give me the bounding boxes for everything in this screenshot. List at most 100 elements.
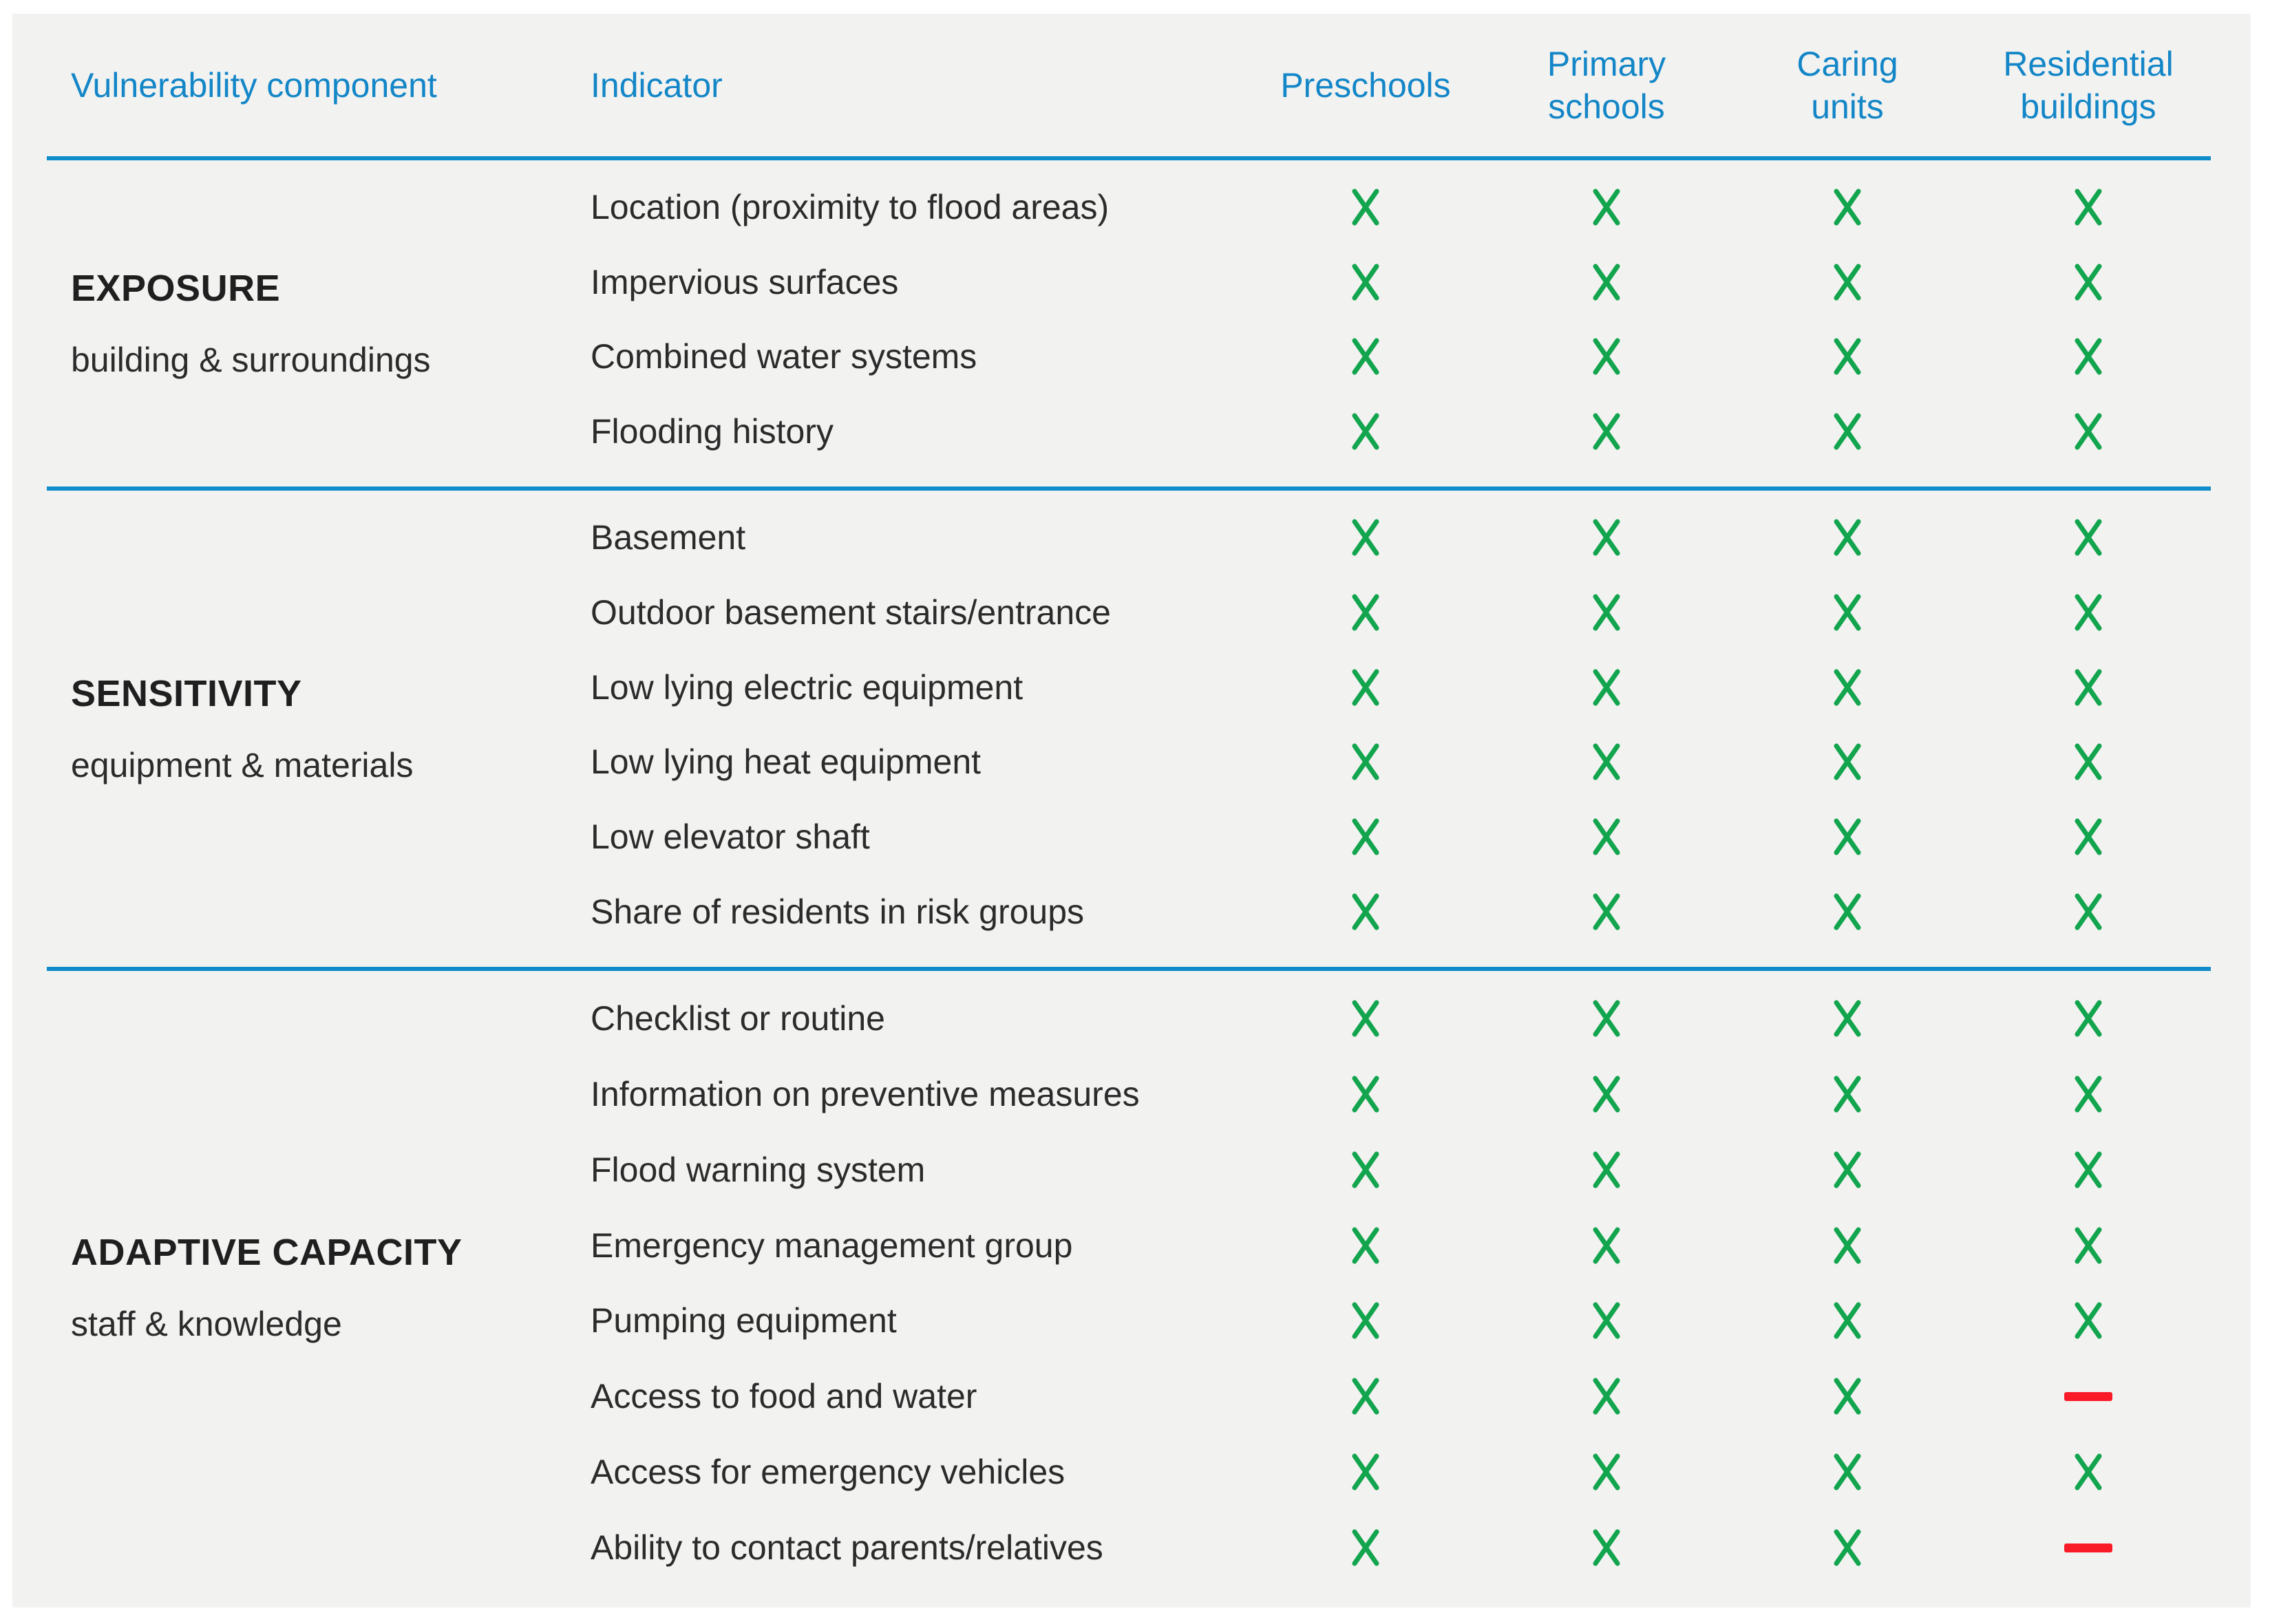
section-subtitle: equipment & materials	[71, 746, 414, 784]
sections: EXPOSURE building & surroundings Location …	[47, 160, 2211, 1607]
present-mark-icon	[1832, 412, 1863, 451]
present-mark-icon	[1350, 742, 1381, 781]
table-row: Access for emergency vehicles	[591, 1434, 2211, 1510]
mark-cell	[1968, 668, 2209, 707]
indicator-cell: Flood warning system	[591, 1150, 926, 1189]
present-mark-icon	[2072, 668, 2104, 707]
table-row: Basement	[591, 500, 2211, 575]
mark-cell	[1486, 1151, 1727, 1189]
mark-cell	[1968, 1391, 2209, 1401]
mark-cell	[1727, 1453, 1968, 1491]
indicator-cell: Pumping equipment	[591, 1301, 897, 1340]
mark-cell	[1486, 1377, 1727, 1415]
mark-cell	[1727, 188, 1968, 226]
mark-cell	[1968, 337, 2209, 376]
mark-cell	[1968, 1301, 2209, 1340]
section-label-adaptive-capacity: ADAPTIVE CAPACITY staff & knowledge	[47, 971, 591, 1603]
mark-cell	[1727, 1151, 1968, 1189]
present-mark-icon	[1832, 1151, 1863, 1189]
mark-cell	[1968, 893, 2209, 931]
mark-cell	[1968, 188, 2209, 226]
section-label-exposure: EXPOSURE building & surroundings	[47, 160, 591, 487]
present-mark-icon	[1350, 1075, 1381, 1113]
header-col-primary-schools: Primary schools	[1547, 44, 1666, 126]
mark-cell	[1727, 1301, 1968, 1340]
present-mark-icon	[1832, 1377, 1863, 1415]
present-mark-icon	[1832, 818, 1863, 856]
table-row: Flooding history	[591, 394, 2211, 469]
present-mark-icon	[1832, 518, 1863, 557]
present-mark-icon	[1832, 188, 1863, 226]
mark-cell	[1486, 337, 1727, 376]
present-mark-icon	[1591, 593, 1622, 632]
indicator-cell: Low lying heat equipment	[591, 742, 982, 782]
mark-cell	[1245, 668, 1486, 707]
mark-cell	[1486, 893, 1727, 931]
section-rows: Basement Outdoor basement stairs/entrance…	[591, 491, 2211, 967]
indicator-cell: Ability to contact parents/relatives	[591, 1528, 1103, 1568]
present-mark-icon	[2072, 263, 2104, 301]
table-row: Information on preventive measures	[591, 1056, 2211, 1132]
present-mark-icon	[2072, 742, 2104, 781]
mark-cell	[1486, 1226, 1727, 1265]
indicator-cell: Combined water systems	[591, 337, 977, 376]
mark-cell	[1245, 1151, 1486, 1189]
mark-cell	[1727, 893, 1968, 931]
mark-cell	[1727, 668, 1968, 707]
mark-cell	[1727, 412, 1968, 451]
mark-cell	[1245, 593, 1486, 632]
mark-cell	[1727, 263, 1968, 301]
section-sensitivity: SENSITIVITY equipment & materials Basement…	[47, 487, 2211, 967]
mark-cell	[1486, 818, 1727, 856]
indicator-cell: Impervious surfaces	[591, 262, 899, 301]
present-mark-icon	[1350, 518, 1381, 557]
section-label-sensitivity: SENSITIVITY equipment & materials	[47, 491, 591, 967]
mark-cell	[1245, 1377, 1486, 1415]
present-mark-icon	[1832, 893, 1863, 931]
present-mark-icon	[1350, 263, 1381, 301]
mark-cell	[1968, 518, 2209, 557]
present-mark-icon	[1832, 1075, 1863, 1113]
present-mark-icon	[1591, 1377, 1622, 1415]
table-row: Location (proximity to flood areas)	[591, 170, 2211, 245]
mark-cell	[1968, 742, 2209, 781]
present-mark-icon	[2072, 1301, 2104, 1340]
table-row: Flood warning system	[591, 1132, 2211, 1208]
indicator-cell: Access for emergency vehicles	[591, 1453, 1065, 1492]
mark-cell	[1486, 412, 1727, 451]
present-mark-icon	[1350, 412, 1381, 451]
present-mark-icon	[1832, 263, 1863, 301]
mark-cell	[1968, 1226, 2209, 1265]
section-subtitle: staff & knowledge	[71, 1304, 342, 1343]
table-row: Impervious surfaces	[591, 245, 2211, 320]
present-mark-icon	[1832, 1301, 1863, 1340]
present-mark-icon	[1832, 1226, 1863, 1265]
table-row: Low lying heat equipment	[591, 725, 2211, 800]
section-title: SENSITIVITY	[71, 673, 302, 714]
present-mark-icon	[1350, 818, 1381, 856]
present-mark-icon	[1591, 668, 1622, 707]
mark-cell	[1245, 263, 1486, 301]
present-mark-icon	[2072, 337, 2104, 376]
present-mark-icon	[1832, 1528, 1863, 1567]
present-mark-icon	[1350, 893, 1381, 931]
present-mark-icon	[1350, 1377, 1381, 1415]
mark-cell	[1968, 999, 2209, 1038]
mark-cell	[1245, 1301, 1486, 1340]
mark-cell	[1968, 1543, 2209, 1552]
header-col-preschools: Preschools	[1280, 65, 1451, 105]
header-col-caring-units: Caring units	[1796, 44, 1898, 126]
mark-cell	[1727, 337, 1968, 376]
mark-cell	[1245, 337, 1486, 376]
present-mark-icon	[1591, 1075, 1622, 1113]
present-mark-icon	[1350, 1151, 1381, 1189]
mark-cell	[1245, 1226, 1486, 1265]
mark-cell	[1727, 593, 1968, 632]
present-mark-icon	[1591, 337, 1622, 376]
mark-cell	[1727, 999, 1968, 1038]
present-mark-icon	[1350, 188, 1381, 226]
mark-cell	[1245, 518, 1486, 557]
present-mark-icon	[1832, 1453, 1863, 1491]
mark-cell	[1968, 1151, 2209, 1189]
